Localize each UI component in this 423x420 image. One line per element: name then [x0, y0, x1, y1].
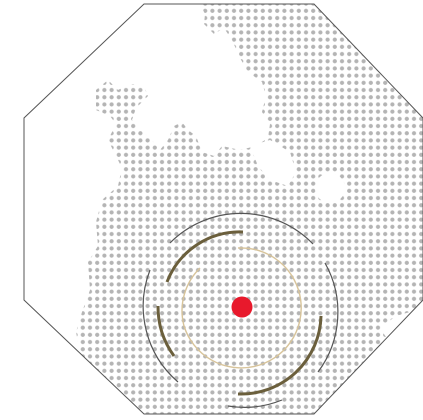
outer-ring-arc-left	[142, 269, 179, 383]
middle-ring-arc-topleft	[165, 230, 244, 283]
inner-ring-arc-right	[183, 247, 302, 369]
outer-ring-arc-bottom	[227, 399, 283, 408]
inner-ring-arc-left	[181, 267, 201, 327]
outer-ring-arc-right	[317, 262, 339, 373]
water-layer	[204, 40, 345, 203]
middle-ring-arc-left	[156, 305, 176, 357]
bay-east	[250, 140, 296, 186]
location-dot-icon	[231, 296, 253, 318]
lake	[315, 173, 345, 203]
land-layer	[70, 4, 423, 414]
outer-ring-arc-top	[169, 212, 314, 245]
landmass-main	[70, 4, 423, 414]
middle-ring-arc-bottomright	[237, 315, 323, 396]
range-rings	[142, 212, 339, 408]
inlet-north	[204, 40, 230, 74]
map-frame	[23, 3, 423, 415]
